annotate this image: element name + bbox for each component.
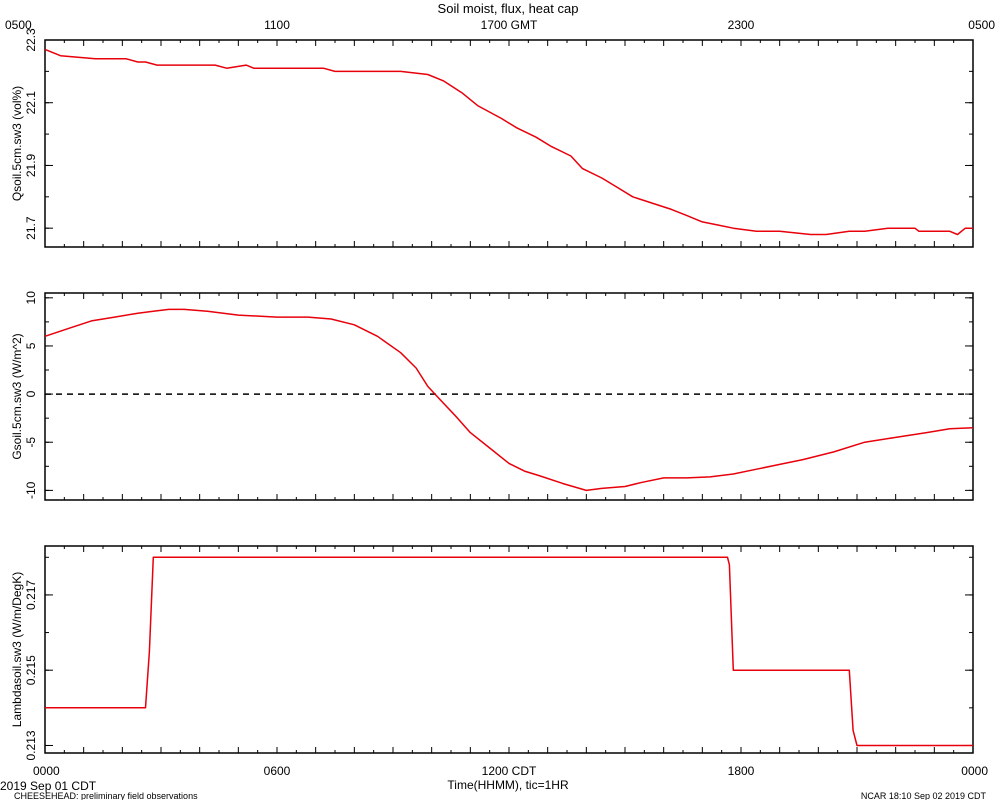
bottom-axis-tick-label: 1800: [728, 764, 755, 778]
y-tick-label: 0.215: [24, 655, 38, 685]
panel-frame: [44, 545, 974, 754]
footer-date: 2019 Sep 01 CDT: [0, 779, 97, 793]
series-line: [45, 556, 973, 747]
bottom-axis-tick-labels: 0000 0600 1200 CDT 1800 0000: [33, 764, 988, 778]
panel-1: 21.7 21.9 22.1 22.3 Qsoil.5cm.sw3 (vol%): [10, 28, 974, 248]
y-axis-label: Qsoil.5cm.sw3 (vol%): [10, 86, 24, 201]
top-axis-tick-label: 2300: [728, 18, 755, 32]
panel-frame: [44, 292, 974, 501]
y-tick-label: 0.213: [24, 730, 38, 760]
y-axis-label: Gsoil.5cm.sw3 (W/m^2): [10, 333, 24, 459]
chart-title: Soil moist, flux, heat cap: [438, 1, 579, 16]
y-tick-label: 5: [24, 342, 38, 349]
top-axis-tick-label: 1700 GMT: [481, 18, 538, 32]
y-tick-label: 10: [24, 291, 38, 305]
top-axis-tick-label: 1100: [264, 18, 290, 32]
y-tick-label: -5: [24, 437, 38, 448]
bottom-axis-tick-label: 0000: [961, 764, 988, 778]
y-tick-label: 22.3: [24, 28, 38, 52]
footer-stamp: NCAR 18:10 Sep 02 2019 CDT: [861, 791, 987, 800]
x-axis-label: Time(HHMM), tic=1HR: [447, 778, 569, 792]
series-line: [44, 308, 974, 492]
footer-project: CHEESEHEAD: preliminary field observatio…: [14, 791, 198, 800]
y-tick-label: 21.7: [24, 216, 38, 240]
panel-frame: [44, 39, 974, 248]
panel-2: -10 -5 0 5 10 Gsoil.5cm.sw3 (W/m^2): [10, 291, 974, 501]
y-tick-label: 0.217: [24, 580, 38, 610]
top-axis-tick-label: 0500: [968, 18, 995, 32]
y-tick-label: 22.1: [24, 91, 38, 115]
y-tick-label: 21.9: [24, 153, 38, 177]
bottom-axis-tick-label: 0600: [264, 764, 291, 778]
bottom-axis-tick-label: 0000: [33, 764, 60, 778]
bottom-axis-tick-label: 1200 CDT: [482, 764, 537, 778]
series-line: [44, 48, 973, 236]
top-axis-tick-label: 0500: [5, 18, 32, 32]
y-axis-label: Lambdasoil.sw3 (W/m/DegK): [10, 572, 24, 727]
y-tick-label: 0: [24, 390, 38, 397]
top-axis-tick-labels: 0500 1100 1700 GMT 2300 0500: [5, 18, 995, 32]
y-tick-label: -10: [24, 481, 38, 499]
